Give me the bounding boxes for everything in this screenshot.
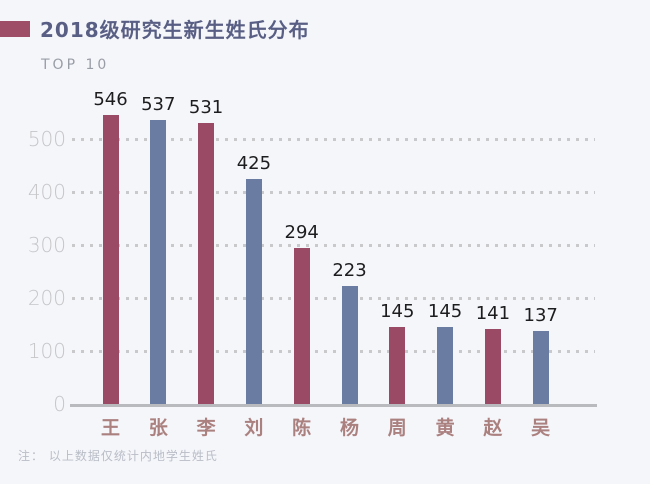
value-label-周: 145 <box>380 301 415 322</box>
value-label-黄: 145 <box>427 301 463 322</box>
category-label-赵: 赵 <box>483 417 503 439</box>
y-axis-tick-300: 300 <box>27 233 66 258</box>
bar-黄 <box>437 327 454 404</box>
y-axis-tick-200: 200 <box>27 286 66 311</box>
bar-张 <box>150 120 167 404</box>
category-label-黄: 黄 <box>435 417 455 439</box>
bar-吴 <box>532 331 549 404</box>
gridline-y-300 <box>72 244 595 248</box>
bar-赵 <box>484 329 501 404</box>
category-label-吴: 吴 <box>531 417 551 439</box>
title-marker-swatch <box>0 21 30 37</box>
gridline-y-400 <box>72 191 595 195</box>
x-axis-line <box>70 404 597 407</box>
category-label-刘: 刘 <box>244 417 264 439</box>
category-label-王: 王 <box>100 417 120 439</box>
bar-周 <box>389 327 406 404</box>
value-label-陈: 294 <box>284 222 319 243</box>
bar-李 <box>198 123 215 404</box>
footnote: 注： 以上数据仅统计内地学生姓氏 <box>18 449 218 463</box>
category-label-张: 张 <box>148 417 168 439</box>
value-label-王: 546 <box>93 89 128 110</box>
y-axis-tick-400: 400 <box>27 180 66 205</box>
y-axis-tick-100: 100 <box>27 339 66 364</box>
chart-title: 2018级研究生新生姓氏分布 <box>40 18 310 42</box>
value-label-刘: 425 <box>236 153 272 174</box>
bar-刘 <box>245 179 262 404</box>
category-label-李: 李 <box>196 417 216 439</box>
bar-陈 <box>293 248 310 404</box>
category-label-周: 周 <box>387 417 407 439</box>
bar-王 <box>102 115 119 404</box>
value-label-李: 531 <box>188 97 224 118</box>
value-label-吴: 137 <box>523 305 558 326</box>
category-label-陈: 陈 <box>292 417 312 439</box>
bar-杨 <box>341 286 358 404</box>
gridline-y-200 <box>72 297 595 301</box>
chart-subtitle: TOP 10 <box>41 57 110 73</box>
category-label-杨: 杨 <box>339 417 359 439</box>
gridline-y-500 <box>72 138 595 142</box>
value-label-杨: 223 <box>332 260 367 281</box>
y-axis-tick-500: 500 <box>27 127 66 152</box>
gridline-y-100 <box>72 350 595 354</box>
value-label-张: 537 <box>141 94 176 115</box>
y-axis-tick-0: 0 <box>53 392 66 416</box>
value-label-赵: 141 <box>475 303 511 324</box>
